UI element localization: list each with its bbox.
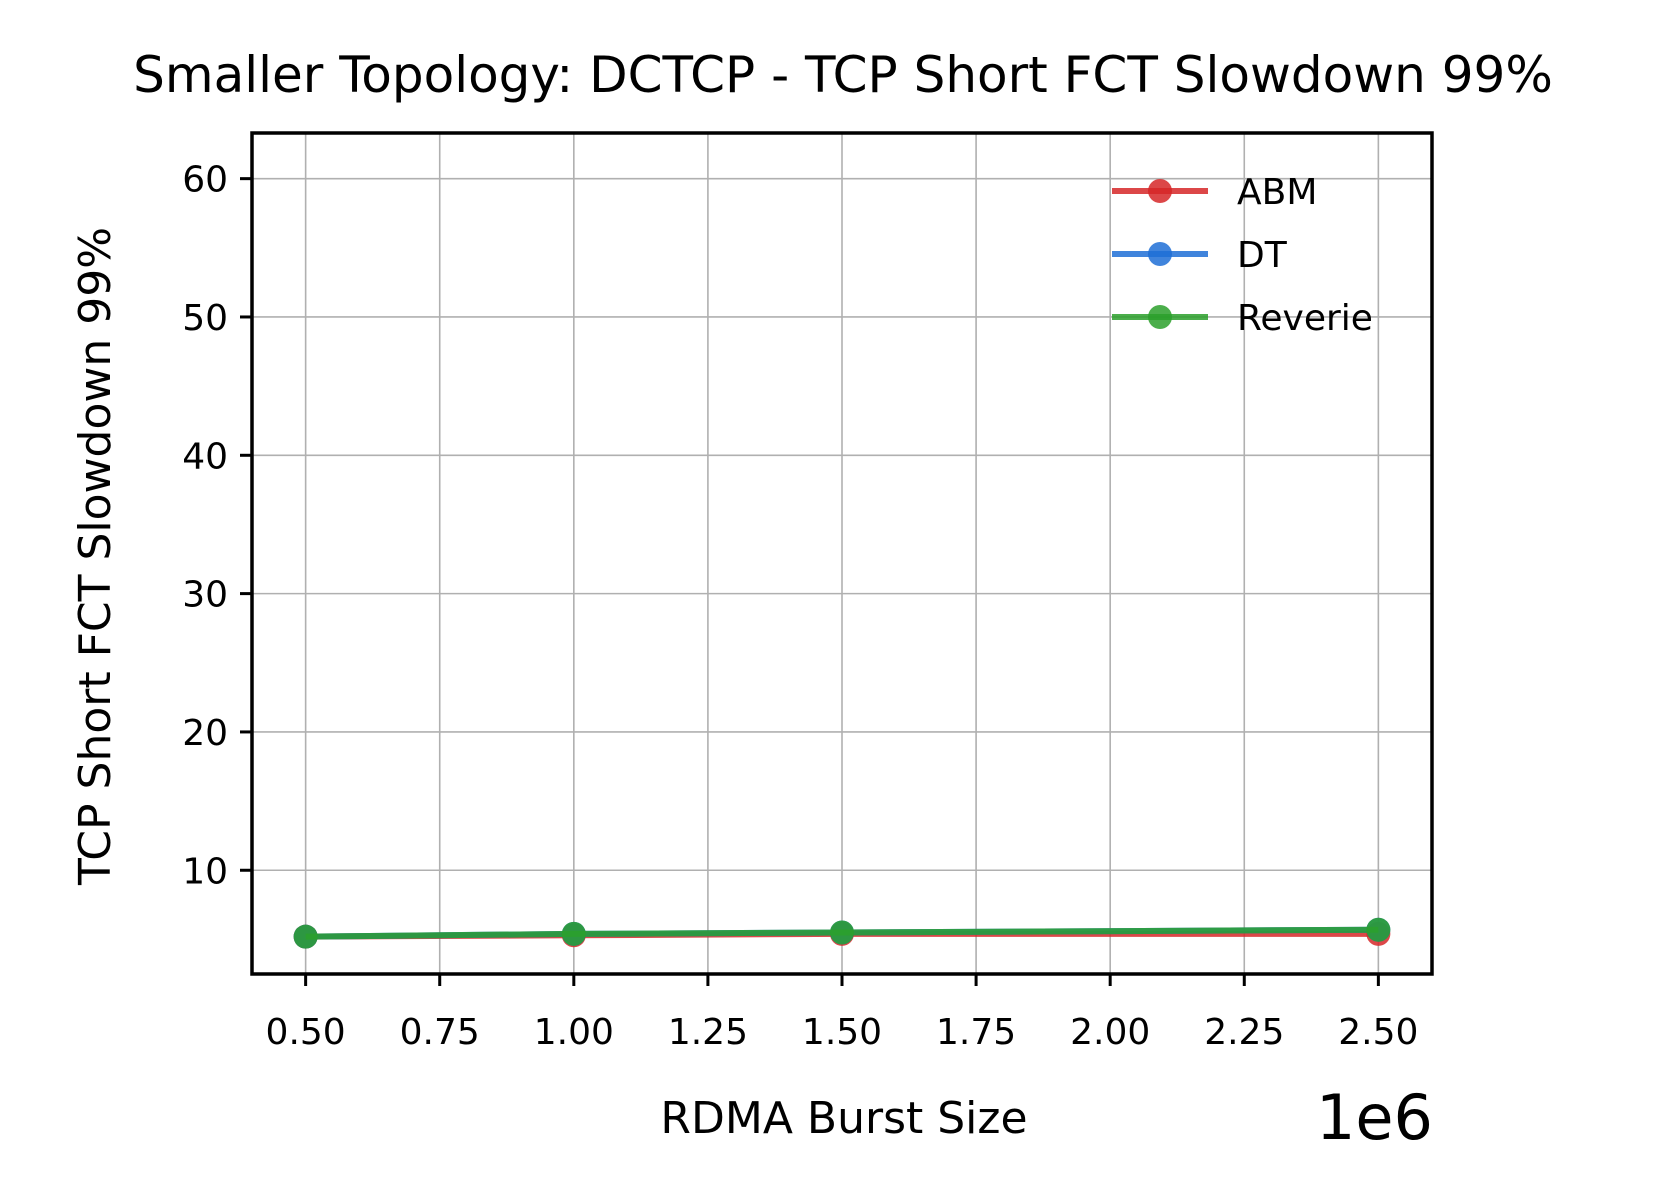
y-tick-label: 60 bbox=[182, 160, 228, 201]
x-tick-label: 1.75 bbox=[936, 1012, 1016, 1053]
x-tick-label: 2.25 bbox=[1204, 1012, 1284, 1053]
series-line-reverie bbox=[305, 926, 1379, 940]
y-tick-label: 40 bbox=[182, 436, 228, 477]
data-point-reverie bbox=[561, 921, 586, 946]
y-axis-ticks: 10 20 30 40 50 60 bbox=[182, 160, 252, 892]
y-tick-label: 20 bbox=[182, 713, 228, 754]
legend-label-reverie: Reverie bbox=[1237, 298, 1373, 339]
x-axis-label: RDMA Burst Size bbox=[660, 1093, 1027, 1144]
legend-marker-abm bbox=[1148, 179, 1172, 203]
data-point-reverie bbox=[1366, 917, 1391, 942]
legend-marker-reverie bbox=[1148, 305, 1172, 329]
legend-label-abm: ABM bbox=[1237, 172, 1317, 213]
y-axis-label: TCP Short FCT Slowdown 99% bbox=[70, 227, 121, 886]
y-tick-label: 10 bbox=[182, 851, 228, 892]
x-tick-label: 1.50 bbox=[802, 1012, 882, 1053]
x-tick-label: 0.75 bbox=[400, 1012, 480, 1053]
x-tick-label: 0.50 bbox=[266, 1012, 346, 1053]
data-point-reverie bbox=[830, 920, 854, 945]
x-axis-offset-label: 1e6 bbox=[1316, 1081, 1433, 1154]
x-tick-label: 2.50 bbox=[1338, 1012, 1418, 1053]
x-tick-label: 1.25 bbox=[668, 1012, 748, 1053]
data-point-reverie bbox=[293, 924, 318, 949]
chart-title: Smaller Topology: DCTCP - TCP Short FCT … bbox=[133, 46, 1553, 104]
legend-marker-dt bbox=[1148, 242, 1172, 266]
y-tick-label: 50 bbox=[182, 298, 228, 339]
grid-lines bbox=[252, 133, 1432, 974]
x-axis-ticks: 0.50 0.75 1.00 1.25 1.50 1.75 2.00 2.25 2.50 bbox=[266, 974, 1418, 1053]
legend-label-dt: DT bbox=[1237, 235, 1288, 276]
x-tick-label: 1.00 bbox=[534, 1012, 614, 1053]
legend: ABM DT Reverie bbox=[1112, 172, 1373, 339]
series-lines bbox=[293, 917, 1391, 949]
y-tick-label: 30 bbox=[182, 575, 228, 616]
x-tick-label: 2.00 bbox=[1070, 1012, 1150, 1053]
